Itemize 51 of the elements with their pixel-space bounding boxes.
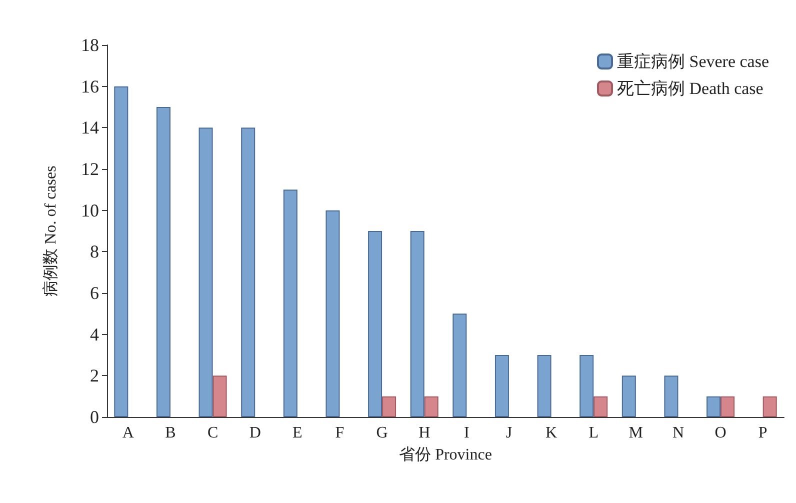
x-tick-label: M bbox=[628, 424, 644, 442]
bar bbox=[424, 396, 438, 417]
y-tick-label: 12 bbox=[81, 159, 99, 179]
y-tick-label: 8 bbox=[90, 242, 99, 262]
bar bbox=[283, 190, 298, 417]
y-tick-label: 14 bbox=[81, 118, 99, 138]
x-tick-label: H bbox=[418, 424, 431, 442]
bar bbox=[241, 128, 256, 417]
bar bbox=[326, 210, 340, 417]
x-tick-label: K bbox=[546, 424, 558, 442]
x-tick-label: N bbox=[672, 424, 684, 442]
bar bbox=[212, 376, 227, 417]
x-tick-label: F bbox=[335, 424, 344, 442]
x-tick-label: J bbox=[506, 424, 512, 442]
x-tick-label: G bbox=[376, 424, 388, 442]
legend-label: 死亡病例 Death case bbox=[616, 79, 764, 98]
y-tick-label: 16 bbox=[81, 76, 99, 96]
x-tick-label: I bbox=[464, 424, 470, 442]
bar bbox=[198, 128, 213, 417]
x-tick-label: L bbox=[588, 424, 598, 442]
bar bbox=[720, 396, 735, 417]
x-tick-label: A bbox=[122, 424, 134, 442]
bar bbox=[706, 396, 721, 417]
x-axis-title: 省份 Province bbox=[399, 446, 492, 464]
legend-label: 重症病例 Severe case bbox=[616, 52, 770, 71]
bar bbox=[382, 396, 396, 417]
bar bbox=[594, 396, 608, 417]
x-tick-label: B bbox=[165, 424, 176, 442]
bar bbox=[664, 376, 678, 417]
y-tick-label: 2 bbox=[90, 366, 99, 386]
bar bbox=[622, 376, 636, 417]
bar bbox=[452, 314, 467, 417]
bar bbox=[494, 355, 509, 417]
x-tick-label: C bbox=[207, 424, 218, 442]
y-tick-label: 0 bbox=[90, 407, 99, 427]
bar bbox=[410, 231, 424, 417]
bar bbox=[537, 355, 552, 417]
y-tick-label: 10 bbox=[81, 200, 99, 220]
bar bbox=[762, 396, 777, 417]
y-tick-label: 4 bbox=[90, 324, 99, 344]
y-tick-label: 6 bbox=[90, 283, 99, 303]
bar bbox=[114, 86, 128, 417]
x-tick-label: D bbox=[249, 424, 261, 442]
x-tick-label: P bbox=[758, 424, 768, 442]
bar bbox=[580, 355, 594, 417]
x-tick-label: O bbox=[714, 424, 726, 442]
y-axis-title: 病例数 No. of cases bbox=[42, 166, 60, 296]
bar bbox=[368, 231, 382, 417]
x-tick-label: E bbox=[292, 424, 302, 442]
bar bbox=[156, 107, 170, 417]
y-tick-label: 18 bbox=[81, 35, 99, 55]
